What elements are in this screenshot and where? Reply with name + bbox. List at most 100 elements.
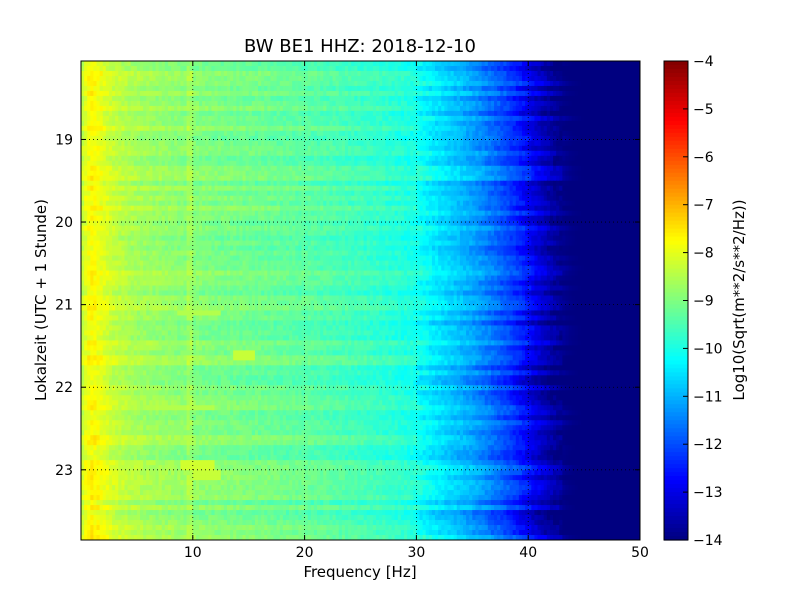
heatmap-cell bbox=[525, 120, 529, 127]
heatmap-cell bbox=[376, 70, 380, 77]
heatmap-cell bbox=[87, 65, 91, 72]
heatmap-cell bbox=[372, 125, 377, 132]
heatmap-cell bbox=[537, 61, 542, 67]
heatmap-cell bbox=[146, 85, 150, 92]
heatmap-cell bbox=[376, 120, 380, 127]
heatmap-cell bbox=[112, 100, 116, 107]
heatmap-cell bbox=[251, 110, 256, 117]
heatmap-cell bbox=[391, 100, 396, 107]
heatmap-cell bbox=[90, 100, 95, 107]
heatmap-cell bbox=[84, 65, 88, 72]
heatmap-cell bbox=[466, 95, 470, 102]
heatmap-cell bbox=[441, 61, 445, 67]
heatmap-cell bbox=[136, 110, 141, 117]
heatmap-cell bbox=[416, 115, 421, 122]
heatmap-cell bbox=[158, 95, 163, 102]
heatmap-cell bbox=[304, 70, 309, 77]
heatmap-cell bbox=[326, 110, 331, 117]
heatmap-cell bbox=[357, 61, 362, 67]
heatmap-cell bbox=[289, 115, 293, 122]
heatmap-cell bbox=[254, 75, 259, 82]
heatmap-cell bbox=[428, 70, 433, 77]
heatmap-cell bbox=[537, 115, 542, 122]
heatmap-cell bbox=[155, 110, 160, 117]
heatmap-cell bbox=[450, 75, 455, 82]
heatmap-cell bbox=[515, 70, 520, 77]
heatmap-cell bbox=[456, 65, 461, 72]
heatmap-cell bbox=[112, 85, 116, 92]
heatmap-cell bbox=[580, 85, 585, 92]
heatmap-cell bbox=[108, 65, 113, 72]
heatmap-cell bbox=[143, 115, 147, 122]
heatmap-cell bbox=[220, 95, 225, 102]
heatmap-cell bbox=[326, 100, 331, 107]
heatmap-cell bbox=[161, 120, 166, 127]
heatmap-cell bbox=[183, 100, 188, 107]
heatmap-cell bbox=[382, 90, 386, 97]
heatmap-cell bbox=[341, 61, 346, 67]
heatmap-cell bbox=[376, 75, 380, 82]
heatmap-cell bbox=[112, 70, 116, 77]
heatmap-cell bbox=[186, 110, 191, 117]
heatmap-cell bbox=[400, 80, 405, 87]
heatmap-cell bbox=[341, 110, 346, 117]
heatmap-cell bbox=[267, 105, 272, 112]
heatmap-cell bbox=[422, 90, 427, 97]
heatmap-cell bbox=[512, 65, 517, 72]
heatmap-cell bbox=[161, 90, 166, 97]
heatmap-cell bbox=[450, 95, 455, 102]
heatmap-cell bbox=[239, 70, 244, 77]
heatmap-cell bbox=[444, 110, 449, 117]
heatmap-cell bbox=[140, 80, 144, 87]
heatmap-cell bbox=[403, 75, 408, 82]
heatmap-cell bbox=[537, 80, 542, 87]
heatmap-cell bbox=[211, 70, 216, 77]
heatmap-cell bbox=[285, 75, 290, 82]
heatmap-cell bbox=[295, 120, 299, 127]
heatmap-cell bbox=[127, 90, 132, 97]
heatmap-cell bbox=[323, 100, 327, 107]
heatmap-cell bbox=[351, 70, 355, 77]
heatmap-cell bbox=[608, 115, 613, 122]
heatmap-cell bbox=[537, 120, 542, 127]
heatmap-cell bbox=[624, 120, 629, 127]
heatmap-cell bbox=[341, 120, 346, 127]
heatmap-cell bbox=[81, 125, 85, 132]
heatmap-cell bbox=[553, 110, 557, 117]
heatmap-cell bbox=[279, 115, 284, 122]
heatmap-cell bbox=[258, 125, 262, 132]
heatmap-cell bbox=[475, 110, 480, 117]
heatmap-cell bbox=[630, 120, 635, 127]
heatmap-cell bbox=[394, 105, 399, 112]
heatmap-cell bbox=[174, 61, 178, 67]
heatmap-cell bbox=[546, 75, 551, 82]
heatmap-cell bbox=[133, 105, 138, 112]
heatmap-cell bbox=[453, 120, 458, 127]
heatmap-cell bbox=[543, 120, 548, 127]
heatmap-cell bbox=[351, 95, 355, 102]
heatmap-cell bbox=[332, 90, 337, 97]
heatmap-cell bbox=[264, 85, 268, 92]
heatmap-cell bbox=[164, 100, 169, 107]
heatmap-cell bbox=[596, 70, 601, 77]
heatmap-cell bbox=[236, 120, 240, 127]
heatmap-cell bbox=[618, 115, 622, 122]
heatmap-cell bbox=[338, 120, 343, 127]
heatmap-cell bbox=[251, 61, 256, 67]
heatmap-cell bbox=[329, 70, 334, 77]
heatmap-cell bbox=[534, 110, 539, 117]
heatmap-cell bbox=[273, 65, 278, 72]
heatmap-cell bbox=[490, 90, 495, 97]
heatmap-cell bbox=[320, 75, 324, 82]
heatmap-cell bbox=[413, 85, 417, 92]
heatmap-cell bbox=[298, 80, 303, 87]
heatmap-cell bbox=[413, 95, 417, 102]
heatmap-cell bbox=[490, 65, 495, 72]
heatmap-cell bbox=[528, 61, 532, 67]
heatmap-cell bbox=[435, 125, 439, 132]
heatmap-cell bbox=[344, 61, 349, 67]
heatmap-cell bbox=[164, 80, 169, 87]
heatmap-cell bbox=[214, 61, 219, 67]
heatmap-cell bbox=[521, 100, 526, 107]
heatmap-cell bbox=[335, 95, 340, 102]
